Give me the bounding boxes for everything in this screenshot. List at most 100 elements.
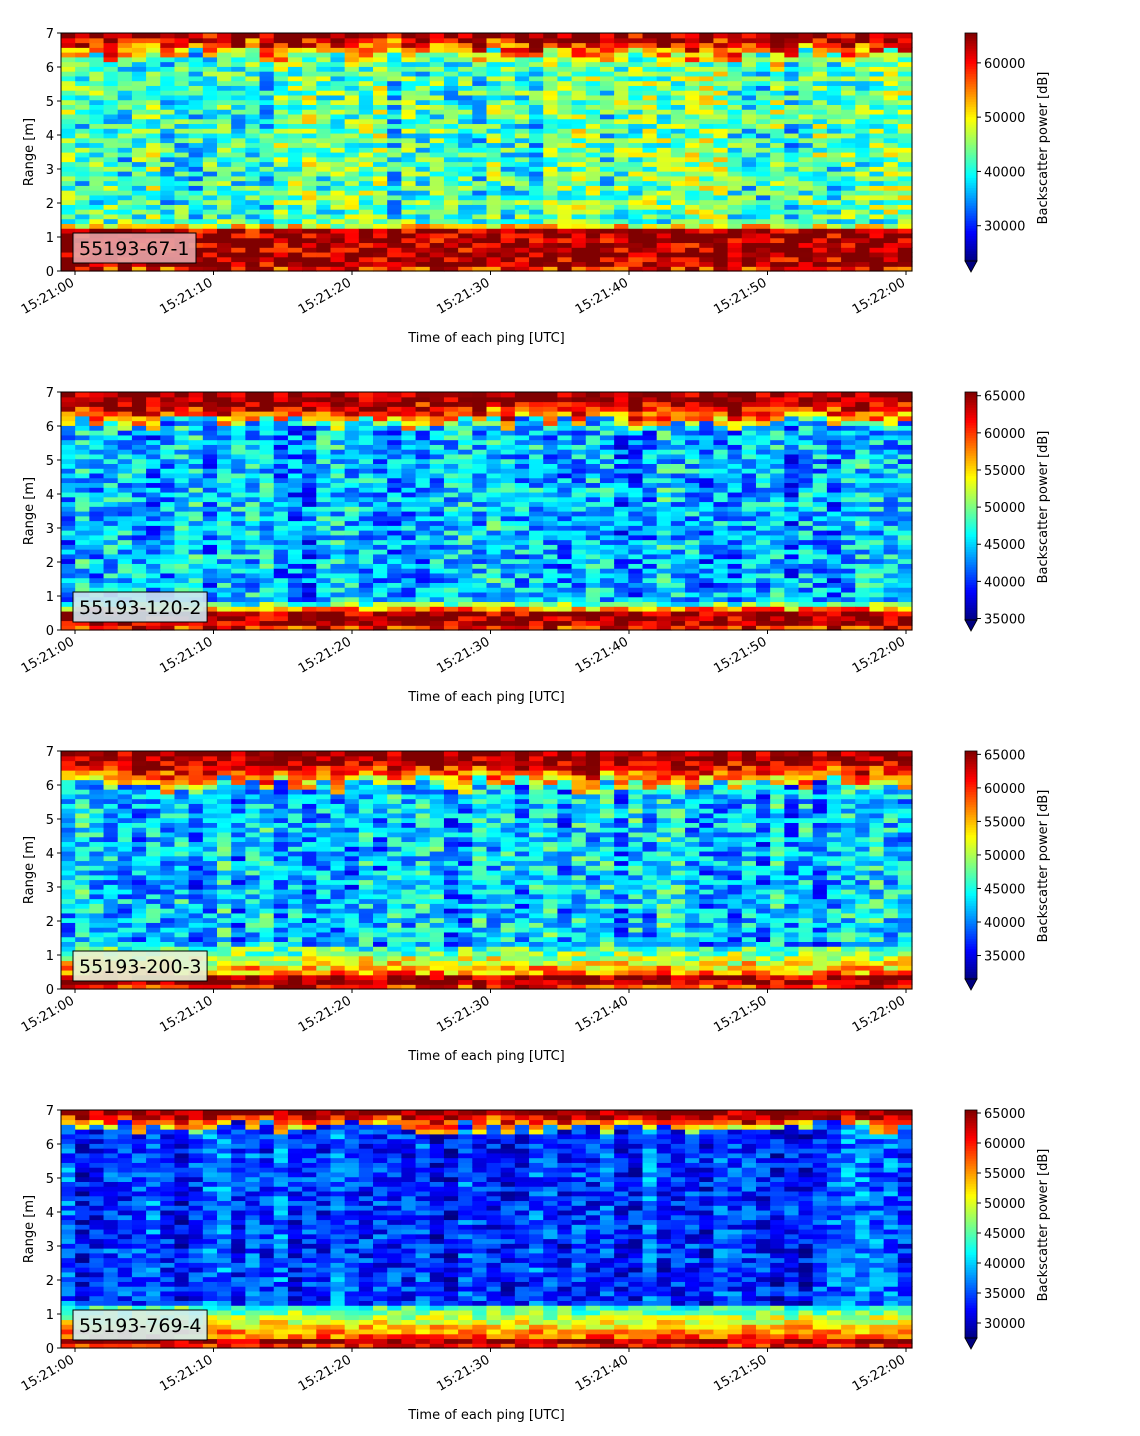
heatmap-cell [585,166,601,172]
heatmap-cell [826,209,842,215]
heatmap-cell [741,190,757,196]
heatmap-cell [202,166,218,172]
heatmap-cell [61,180,76,186]
heatmap-cell [869,128,885,134]
heatmap-cell [387,520,402,526]
heatmap-cell [812,256,828,263]
heatmap-cell [401,534,417,541]
heatmap-cell [529,61,544,67]
heatmap-cell [160,572,176,579]
heatmap-cell [628,199,644,205]
heatmap-cell [415,539,431,545]
heatmap-cell [713,232,729,239]
heatmap-cell [344,520,360,526]
heatmap-cell [472,190,488,196]
heatmap-cell [798,71,814,77]
heatmap-cell [131,496,147,503]
heatmap-cell [302,430,317,436]
heatmap-cell [344,496,360,503]
heatmap-cell [202,52,218,58]
heatmap-cell [344,152,360,158]
heatmap-cell [217,47,232,53]
heatmap-cell [302,549,317,555]
heatmap-cell [287,406,303,412]
heatmap-cell [883,223,899,229]
heatmap-cell [529,553,544,560]
heatmap-cell [841,113,856,120]
heatmap-cell [103,449,119,455]
heatmap-cell [245,261,261,267]
heatmap-cell [443,37,459,44]
heatmap-cell [869,123,885,129]
heatmap-cell [160,420,176,426]
heatmap-cell [373,266,388,272]
heatmap-cell [344,223,360,229]
heatmap-cell [316,175,332,182]
heatmap-cell [443,520,459,526]
heatmap-cell [486,90,502,96]
heatmap-cell [642,61,658,67]
heatmap-cell [784,166,800,172]
heatmap-cell [472,99,488,105]
heatmap-cell [146,80,161,86]
heatmap-cell [628,118,644,125]
heatmap-cell [614,42,629,48]
heatmap-cell [202,534,218,541]
heatmap-cell [387,491,402,498]
heatmap-cell [217,406,232,412]
heatmap-cell [472,33,488,39]
heatmap-cell [770,247,785,253]
colorbar-tick-label: 30000 [984,220,1025,235]
heatmap-cell [599,123,615,129]
heatmap-cell [642,142,658,148]
heatmap-cell [443,185,459,191]
heatmap-cell [316,596,332,603]
heatmap-cell [202,266,218,272]
heatmap-cell [670,142,686,148]
heatmap-cell [472,530,488,536]
heatmap-cell [614,194,629,201]
x-tick-label: 15:21:20 [296,275,354,317]
colorbar-segment [965,114,977,118]
heatmap-cell [61,415,76,422]
heatmap-cell [401,75,417,82]
heatmap-cell [656,247,672,253]
heatmap-cell [89,539,105,545]
heatmap-cell [217,606,232,612]
heatmap-cell [344,142,360,148]
heatmap-cell [670,52,686,58]
heatmap-cell [217,625,232,631]
heatmap-cell [302,256,317,263]
heatmap-cell [443,587,459,593]
heatmap-cell [302,506,317,512]
heatmap-cell [883,204,899,210]
heatmap-cell [897,247,913,253]
heatmap-cell [841,61,856,67]
heatmap-cell [755,47,771,53]
heatmap-cell [670,75,686,82]
heatmap-cell [755,56,771,63]
heatmap-cell [117,56,133,63]
heatmap-cell [543,539,559,545]
heatmap-cell [160,625,176,631]
colorbar-segment [965,223,977,227]
heatmap-cell [259,47,275,53]
colorbar-segment [965,248,977,252]
heatmap-cell [330,218,346,224]
colorbar-segment [965,210,977,214]
heatmap-cell [869,166,885,172]
heatmap-cell [699,61,715,67]
heatmap-cell [287,194,303,201]
heatmap-cell [642,152,658,158]
heatmap-cell [614,142,629,148]
heatmap-cell [585,85,601,91]
heatmap-cell [387,420,402,426]
heatmap-cell [259,396,275,403]
heatmap-cell [316,430,332,436]
heatmap-cell [316,401,332,407]
heatmap-cell [217,228,232,234]
heatmap-cell [174,132,190,139]
heatmap-cell [231,71,246,77]
heatmap-cell [741,166,757,172]
